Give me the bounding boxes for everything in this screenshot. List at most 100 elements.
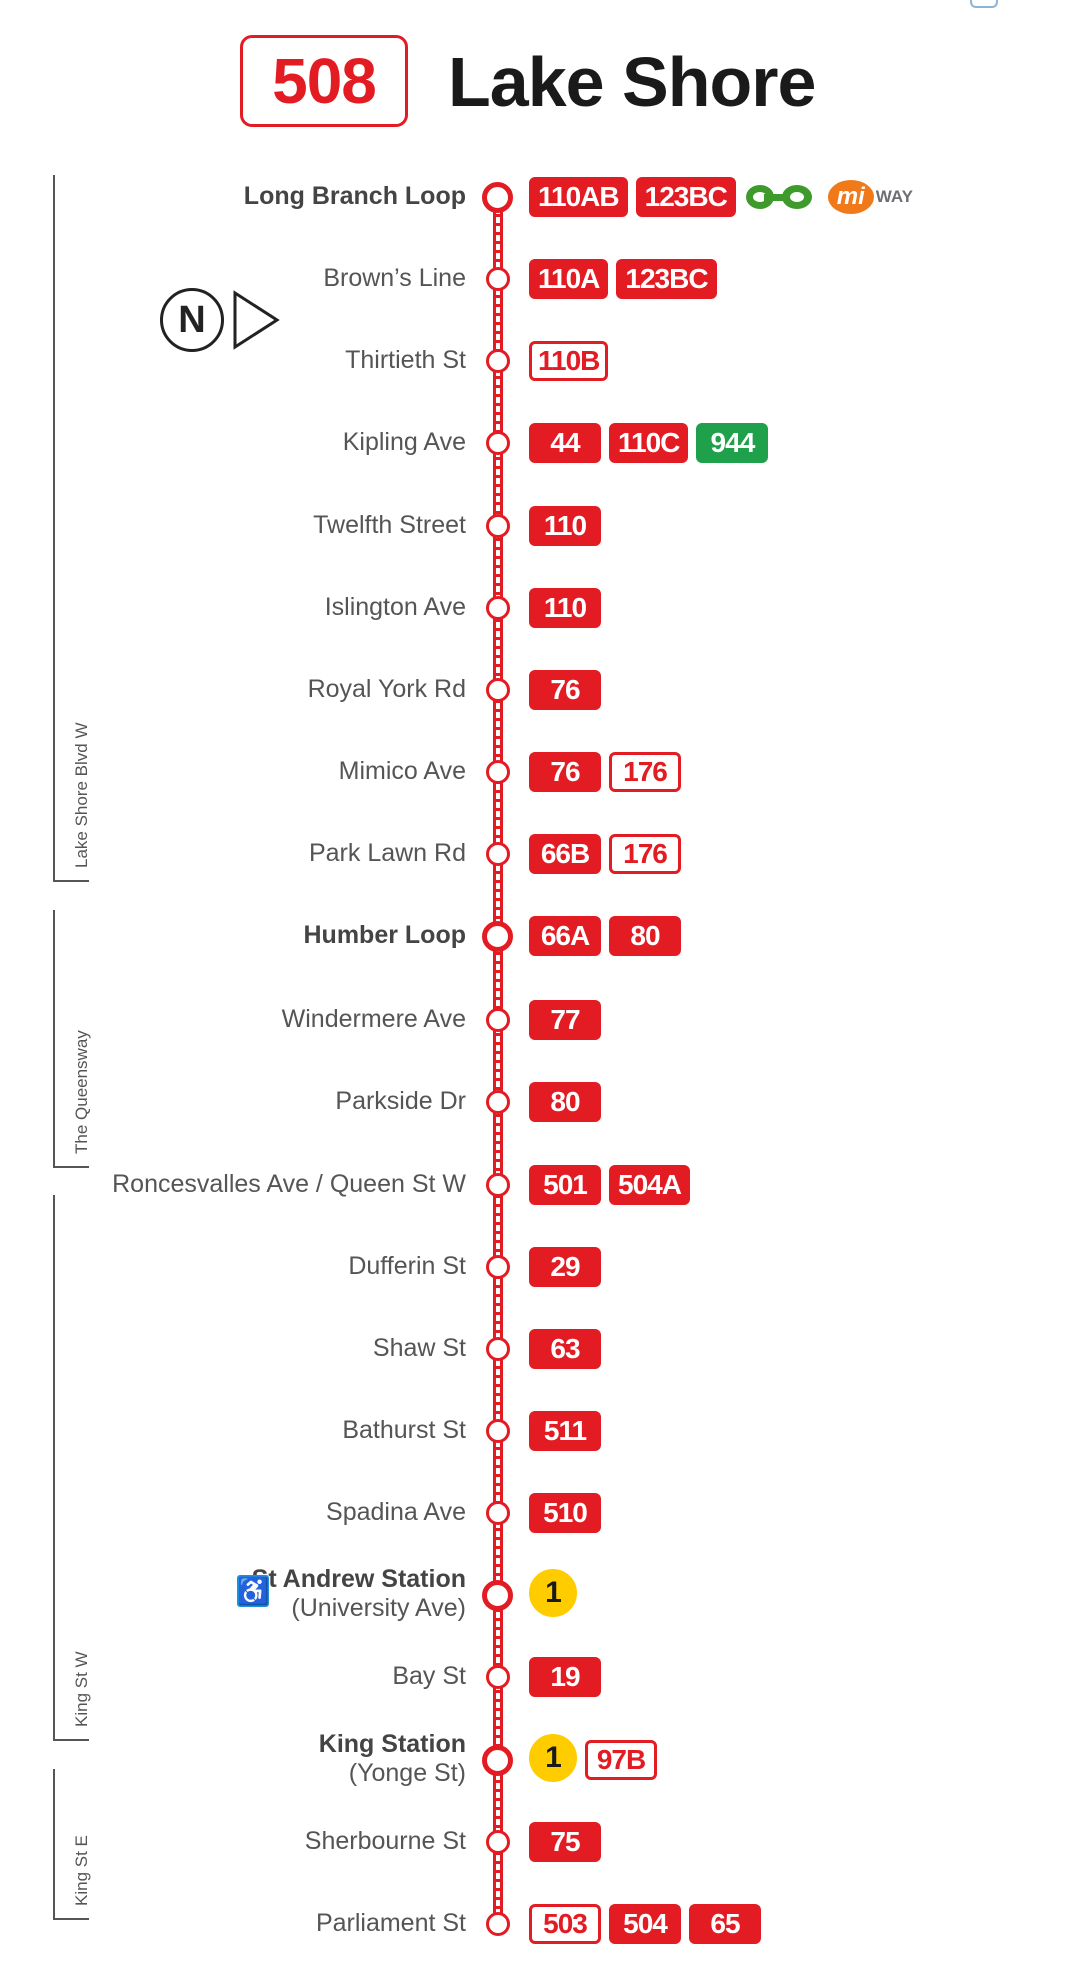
stop-row: Parkside Dr 80 [0,1071,1079,1131]
stop-marker [486,1255,510,1279]
route-badge: 75 [529,1822,601,1862]
connections: 501 504A [529,1165,690,1205]
route-badge: 110 [529,506,601,546]
route-badge: 63 [529,1329,601,1369]
connections: 63 [529,1329,601,1369]
connections: 110AB 123BC mi WAY [529,177,913,217]
stop-name-text: Brown’s Line [323,263,466,292]
stop-name: Windermere Ave [282,989,466,1049]
route-badge: 80 [529,1082,601,1122]
route-badge: 44 [529,423,601,463]
stop-row: Mimico Ave 76 176 [0,741,1079,801]
route-badge: 66B [529,834,601,874]
route-badge: 504A [609,1165,690,1205]
route-badge: 123BC [616,259,717,299]
stop-name: Humber Loop [304,905,467,965]
connections: 1 97B [529,1734,657,1782]
stop-row: Park Lawn Rd 66B 176 [0,823,1079,883]
stop-name: King Station (Yonge St) [319,1729,466,1789]
route-badge: 504 [609,1904,681,1944]
subway-line-badge: 1 [529,1734,577,1782]
connections: 44 110C 944 [529,423,769,463]
stop-name-text: Mimico Ave [338,756,466,785]
stop-name-text: King Station [318,1730,466,1758]
stop-name-text: Sherbourne St [304,1826,466,1855]
stop-row: Twelfth Street 110 [0,495,1079,555]
route-title: Lake Shore [448,43,816,121]
route-badge: 97B [585,1740,657,1780]
connections: 80 [529,1082,601,1122]
miway-logo: mi WAY [827,177,913,217]
stop-row: Dufferin St 29 [0,1236,1079,1296]
connections: 76 [529,670,601,710]
stop-row: Spadina Ave 510 [0,1482,1079,1542]
route-badge: 123BC [635,177,736,217]
street-segment-king-w: King St W [53,1195,91,1741]
stop-marker [486,678,510,702]
stop-row: Bay St 19 [0,1646,1079,1706]
stop-marker [486,431,510,455]
connections: 77 [529,1000,601,1040]
stop-marker [486,1337,510,1361]
route-header: 508 Lake Shore [0,0,1079,170]
stop-name-text: Kipling Ave [342,427,466,456]
stop-name-text: Dufferin St [348,1251,466,1280]
stop-name-text: Windermere Ave [281,1004,466,1033]
expand-icon[interactable] [970,0,998,8]
stop-name: Brown’s Line [323,248,466,308]
stop-name-text: Bay St [392,1661,466,1690]
stop-row: Bathurst St 511 [0,1400,1079,1460]
connections: 66B 176 [529,834,681,874]
stop-name-text: Long Branch Loop [243,181,466,210]
route-badge: 511 [529,1411,601,1451]
stop-name: Bathurst St [342,1400,466,1460]
stop-name-text: Islington Ave [324,592,466,621]
connections: 511 [529,1411,601,1451]
stop-row: Humber Loop 66A 80 [0,905,1079,965]
stop-marker [482,921,513,952]
stop-row: Windermere Ave 77 [0,989,1079,1049]
stop-name: Roncesvalles Ave / Queen St W [112,1154,466,1214]
stop-cross-street: (Yonge St) [348,1759,466,1787]
route-badge: 76 [529,752,601,792]
stop-marker [486,596,510,620]
route-badge: 110 [529,588,601,628]
stop-name: Parkside Dr [335,1071,466,1131]
subway-line-badge: 1 [529,1569,577,1617]
street-segment-lake-shore: Lake Shore Blvd W [53,175,91,882]
stop-marker [486,267,510,291]
route-badge: 503 [529,1904,601,1944]
street-segment-king-e: King St E [53,1769,91,1920]
stop-name-text: Bathurst St [342,1415,466,1444]
stop-marker [486,1008,510,1032]
connections: 110B [529,341,609,381]
stop-name-text: Humber Loop [303,920,467,949]
connections: 110 [529,588,601,628]
connections: 110A 123BC [529,259,717,299]
stop-marker [486,1419,510,1443]
stop-name: Thirtieth St [345,330,466,390]
stop-row: Thirtieth St 110B [0,330,1079,390]
stop-name-text: Parliament St [315,1908,466,1937]
stop-name-text: Roncesvalles Ave / Queen St W [112,1169,466,1198]
stop-name: Islington Ave [325,577,466,637]
stop-marker [486,349,510,373]
connections: 76 176 [529,752,681,792]
connections: 1 [529,1569,577,1617]
stop-cross-street: (University Ave) [291,1594,466,1622]
route-badge: 110AB [529,177,628,217]
stop-name: Long Branch Loop [244,166,466,226]
stop-row: King Station (Yonge St) 1 97B [0,1729,1079,1789]
stop-row: Brown’s Line 110A 123BC [0,248,1079,308]
stop-name: Kipling Ave [343,412,466,472]
stop-marker [482,1745,513,1776]
stop-name: Shaw St [373,1318,466,1378]
north-icon: N [160,288,224,352]
stop-name-text: Shaw St [372,1333,466,1362]
route-badge: 29 [529,1247,601,1287]
route-badge: 110C [609,423,689,463]
stop-name-text: Royal York Rd [307,674,466,703]
stop-marker [486,842,510,866]
stop-name-text: Twelfth Street [313,510,466,539]
stop-marker [486,514,510,538]
